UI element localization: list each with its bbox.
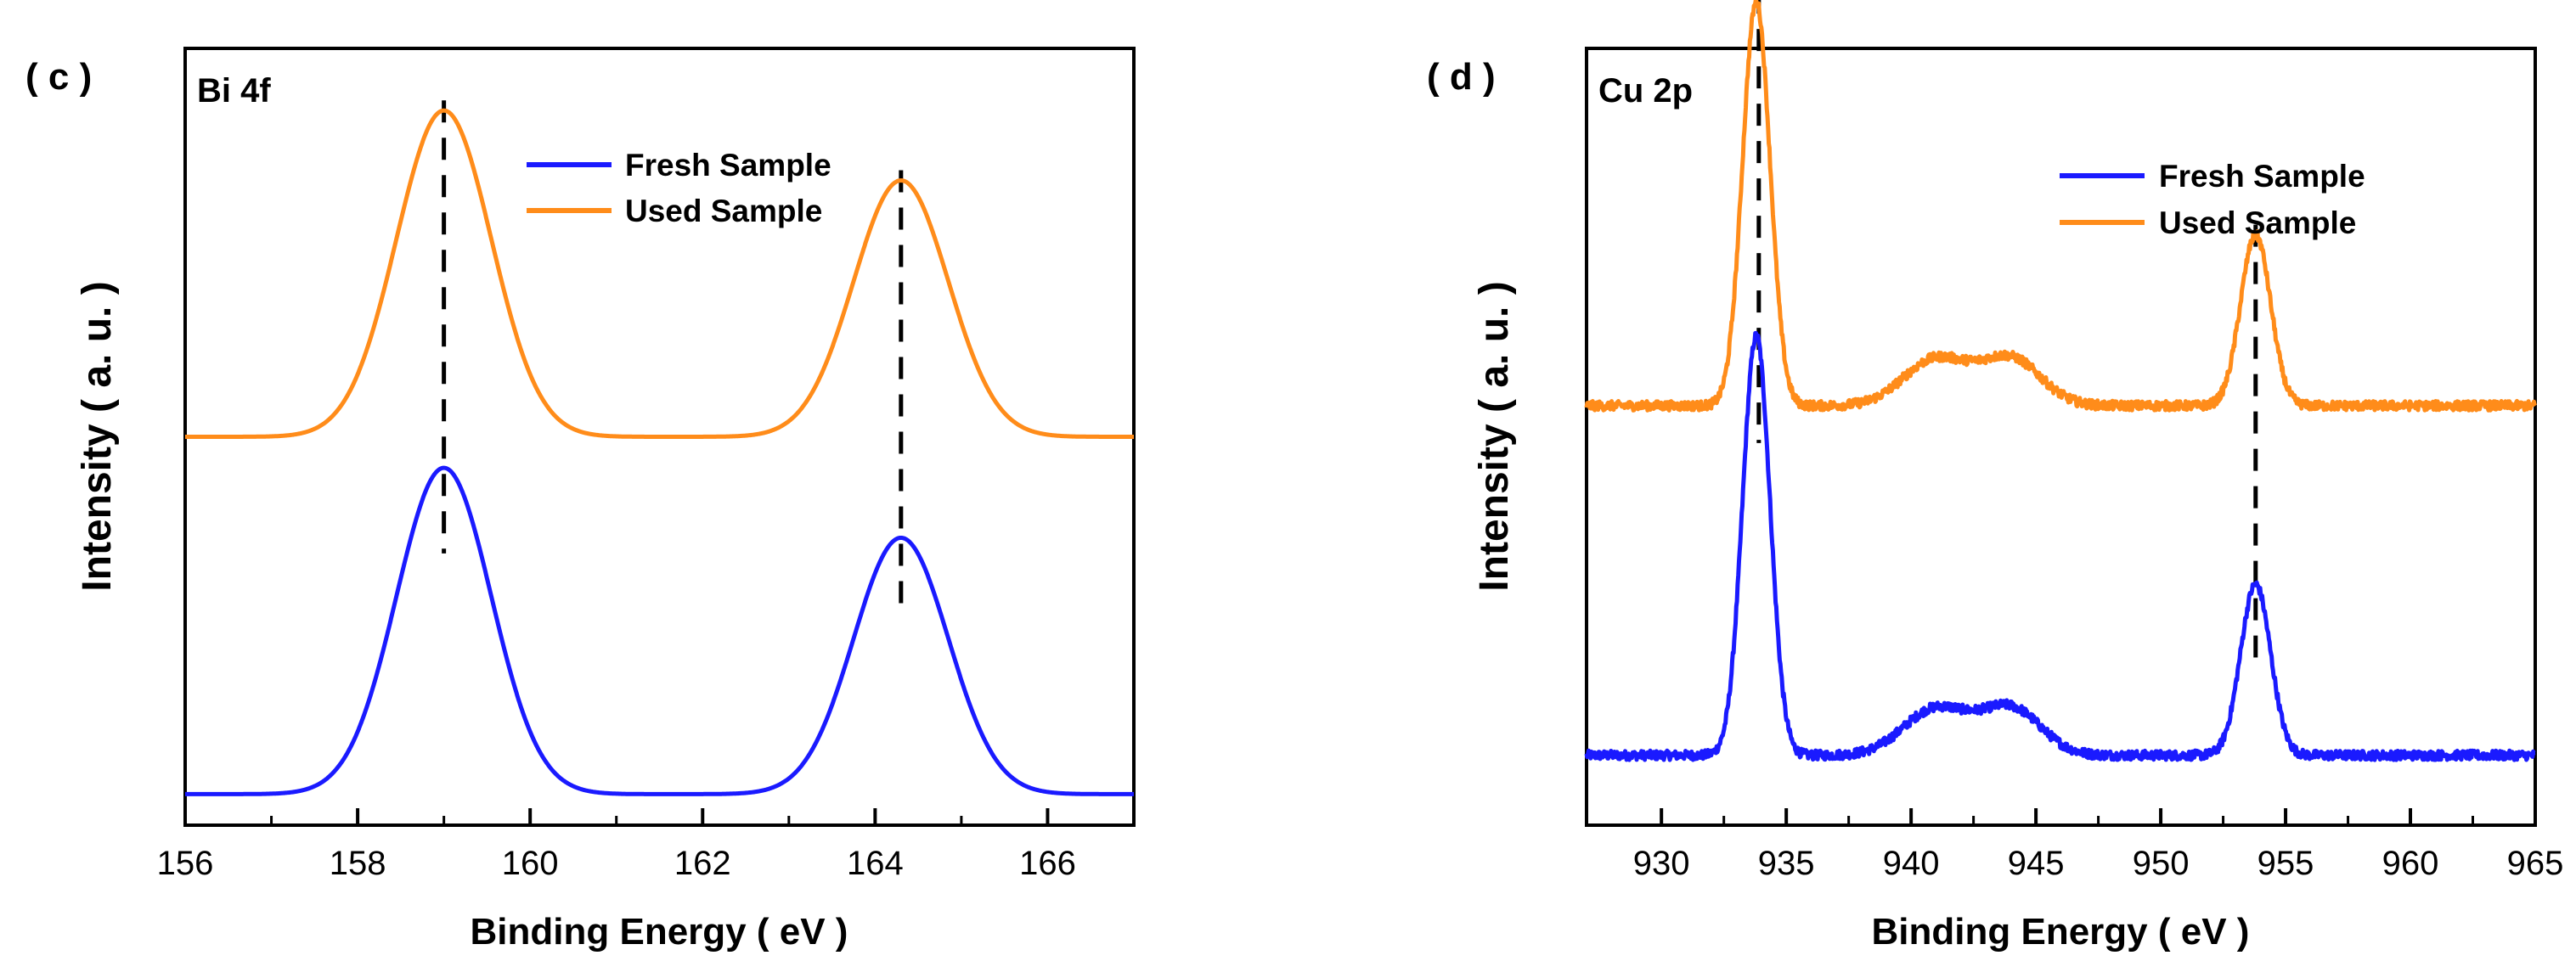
x-tick-label: 158 (330, 845, 386, 882)
legend-label-used: Used Sample (625, 194, 822, 228)
plot-frame (1585, 47, 2537, 827)
x-tick-label: 162 (674, 845, 731, 882)
chart-title: Bi 4f (197, 72, 271, 110)
legend-label-used: Used Sample (2159, 205, 2356, 240)
series-line-used (183, 108, 1136, 439)
x-tick-label: 955 (2258, 845, 2314, 882)
legend: Fresh Sample Used Sample (2060, 159, 2365, 240)
legend-label-fresh: Fresh Sample (2159, 159, 2365, 194)
x-tick-label: 160 (502, 845, 559, 882)
panel-label: ( c ) (25, 56, 92, 98)
y-axis-label: Intensity ( a. u. ) (75, 281, 120, 591)
series-group (1584, 0, 2538, 762)
panel-label: ( d ) (1427, 56, 1496, 98)
panel-c-bi4f: 156 158 160 162 164 166 ( c ) Bi 4f Fresh Sam… (25, 47, 1136, 953)
x-tick-label: 930 (1633, 845, 1690, 882)
panel-d-cu2p: 930 935 940 945 950 955 960 965 ( d ) Cu 2p Fre… (1427, 0, 2563, 953)
x-ticks: 930 935 940 945 950 955 960 965 (1633, 808, 2564, 882)
x-tick-label: 940 (1883, 845, 1940, 882)
x-tick-label: 156 (157, 845, 214, 882)
y-axis-label: Intensity ( a. u. ) (1472, 281, 1517, 591)
x-tick-label: 950 (2133, 845, 2190, 882)
legend-label-fresh: Fresh Sample (625, 148, 831, 183)
series-line-fresh (1584, 330, 2537, 762)
reference-lines (442, 100, 904, 618)
x-ticks: 156 158 160 162 164 166 (157, 808, 1076, 882)
x-tick-label: 960 (2382, 845, 2439, 882)
x-tick-label: 935 (1758, 845, 1815, 882)
legend: Fresh Sample Used Sample (527, 148, 831, 228)
chart-title: Cu 2p (1598, 72, 1693, 110)
x-tick-label: 164 (847, 845, 904, 882)
reference-lines (1756, 0, 2258, 658)
x-tick-label: 945 (2008, 845, 2065, 882)
x-tick-label: 166 (1019, 845, 1076, 882)
x-axis-label: Binding Energy ( eV ) (471, 911, 848, 953)
series-group (183, 108, 1136, 796)
x-axis-label: Binding Energy ( eV ) (1872, 911, 2250, 953)
x-tick-label: 965 (2507, 845, 2564, 882)
series-line-used (1584, 0, 2538, 413)
series-line-fresh (183, 465, 1136, 796)
